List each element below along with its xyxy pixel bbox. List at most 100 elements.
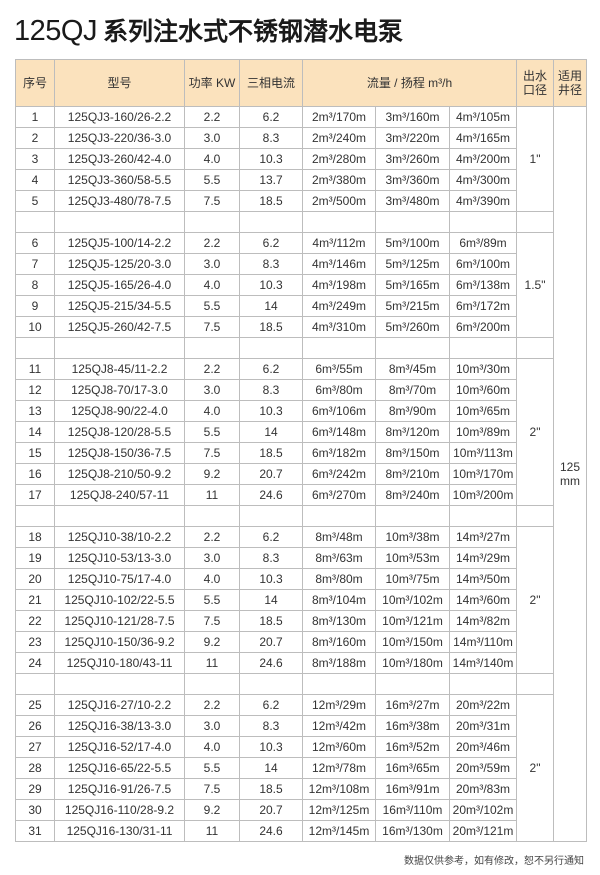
table-row: 10 125QJ5-260/42-7.5 7.5 18.5 4m³/310m 5m³/26… (15, 316, 587, 338)
cell-model: 125QJ8-210/50-9.2 (54, 463, 185, 485)
cell-well-diameter: 125 mm (553, 106, 587, 842)
cell-flow-2: 3m³/360m (375, 169, 450, 191)
cell-power: 3.0 (184, 379, 240, 401)
cell-model: 125QJ3-360/58-5.5 (54, 169, 185, 191)
cell-power: 5.5 (184, 757, 240, 779)
cell-current: 24.6 (239, 652, 303, 674)
cell-model: 125QJ8-120/28-5.5 (54, 421, 185, 443)
cell-flow-3: 14m³/27m (449, 526, 517, 548)
cell-flow-2: 10m³/102m (375, 589, 450, 611)
separator-cell (516, 505, 554, 527)
cell-power: 9.2 (184, 631, 240, 653)
cell-power: 4.0 (184, 148, 240, 170)
cell-index: 19 (15, 547, 55, 569)
cell-power: 2.2 (184, 694, 240, 716)
cell-flow-2: 8m³/70m (375, 379, 450, 401)
cell-current: 14 (239, 421, 303, 443)
separator-cell (239, 337, 303, 359)
separator-cell (184, 211, 240, 233)
cell-power: 7.5 (184, 190, 240, 212)
cell-flow-1: 8m³/63m (302, 547, 376, 569)
cell-flow-2: 16m³/91m (375, 778, 450, 800)
cell-flow-3: 10m³/200m (449, 484, 517, 506)
cell-power: 5.5 (184, 589, 240, 611)
header-power: 功率 KW (184, 59, 240, 107)
cell-power: 11 (184, 820, 240, 842)
cell-model: 125QJ5-215/34-5.5 (54, 295, 185, 317)
pump-spec-table: 序号 型号 功率 KW 三相电流 流量 / 扬程 m³/h 出水口径 适用井径 … (15, 59, 587, 842)
cell-current: 8.3 (239, 379, 303, 401)
cell-flow-1: 6m³/182m (302, 442, 376, 464)
cell-power: 4.0 (184, 400, 240, 422)
cell-flow-3: 4m³/300m (449, 169, 517, 191)
cell-index: 14 (15, 421, 55, 443)
cell-current: 6.2 (239, 232, 303, 254)
cell-current: 18.5 (239, 610, 303, 632)
cell-index: 15 (15, 442, 55, 464)
table-row: 5 125QJ3-480/78-7.5 7.5 18.5 2m³/500m 3m³/480… (15, 190, 587, 212)
cell-flow-1: 12m³/108m (302, 778, 376, 800)
cell-model: 125QJ10-38/10-2.2 (54, 526, 185, 548)
cell-outlet: 2" (516, 526, 554, 674)
separator-cell (449, 673, 517, 695)
cell-outlet: 2" (516, 358, 554, 506)
cell-current: 13.7 (239, 169, 303, 191)
cell-flow-3: 4m³/165m (449, 127, 517, 149)
cell-index: 13 (15, 400, 55, 422)
table-row: 9 125QJ5-215/34-5.5 5.5 14 4m³/249m 5m³/215m 6… (15, 295, 587, 317)
cell-outlet: 1.5" (516, 232, 554, 338)
cell-current: 20.7 (239, 799, 303, 821)
header-outlet: 出水口径 (516, 59, 554, 107)
cell-index: 8 (15, 274, 55, 296)
cell-flow-2: 10m³/150m (375, 631, 450, 653)
table-row: 14 125QJ8-120/28-5.5 5.5 14 6m³/148m 8m³/120m… (15, 421, 587, 443)
cell-power: 9.2 (184, 799, 240, 821)
cell-flow-2: 8m³/240m (375, 484, 450, 506)
cell-power: 4.0 (184, 568, 240, 590)
cell-current: 6.2 (239, 106, 303, 128)
cell-flow-2: 16m³/65m (375, 757, 450, 779)
table-row: 25 125QJ16-27/10-2.2 2.2 6.2 12m³/29m 16m³/27… (15, 694, 587, 842)
cell-index: 16 (15, 463, 55, 485)
cell-flow-2: 8m³/90m (375, 400, 450, 422)
cell-flow-3: 20m³/121m (449, 820, 517, 842)
header-model: 型号 (54, 59, 185, 107)
cell-flow-3: 14m³/110m (449, 631, 517, 653)
table-row: 11 125QJ8-45/11-2.2 2.2 6.2 6m³/55m 8m³/45m 10… (15, 358, 587, 506)
table-row: 18 125QJ10-38/10-2.2 2.2 6.2 8m³/48m 10m³/38m… (15, 526, 587, 674)
header-well: 适用井径 (553, 59, 587, 107)
table-row: 4 125QJ3-360/58-5.5 5.5 13.7 2m³/380m 3m³/360… (15, 169, 587, 191)
cell-current: 10.3 (239, 274, 303, 296)
table-row: 30 125QJ16-110/28-9.2 9.2 20.7 12m³/125m 16m³… (15, 799, 587, 821)
cell-flow-2: 8m³/120m (375, 421, 450, 443)
separator-cell (54, 337, 185, 359)
cell-current: 14 (239, 295, 303, 317)
cell-flow-1: 4m³/198m (302, 274, 376, 296)
cell-power: 7.5 (184, 610, 240, 632)
cell-flow-3: 20m³/22m (449, 694, 517, 716)
cell-model: 125QJ10-150/36-9.2 (54, 631, 185, 653)
cell-model: 125QJ5-125/20-3.0 (54, 253, 185, 275)
cell-power: 9.2 (184, 463, 240, 485)
header-current: 三相电流 (239, 59, 303, 107)
cell-flow-1: 12m³/29m (302, 694, 376, 716)
cell-current: 8.3 (239, 127, 303, 149)
cell-flow-3: 6m³/100m (449, 253, 517, 275)
table-row: 21 125QJ10-102/22-5.5 5.5 14 8m³/104m 10m³/10… (15, 589, 587, 611)
cell-power: 3.0 (184, 127, 240, 149)
cell-index: 12 (15, 379, 55, 401)
cell-current: 18.5 (239, 190, 303, 212)
table-row: 8 125QJ5-165/26-4.0 4.0 10.3 4m³/198m 5m³/165… (15, 274, 587, 296)
cell-current: 10.3 (239, 400, 303, 422)
cell-flow-3: 4m³/105m (449, 106, 517, 128)
table-row: 15 125QJ8-150/36-7.5 7.5 18.5 6m³/182m 8m³/15… (15, 442, 587, 464)
cell-power: 2.2 (184, 232, 240, 254)
cell-flow-2: 10m³/53m (375, 547, 450, 569)
cell-flow-1: 2m³/170m (302, 106, 376, 128)
cell-flow-2: 16m³/110m (375, 799, 450, 821)
cell-flow-1: 4m³/146m (302, 253, 376, 275)
cell-current: 8.3 (239, 715, 303, 737)
cell-index: 22 (15, 610, 55, 632)
cell-model: 125QJ3-480/78-7.5 (54, 190, 185, 212)
table-row: 16 125QJ8-210/50-9.2 9.2 20.7 6m³/242m 8m³/21… (15, 463, 587, 485)
